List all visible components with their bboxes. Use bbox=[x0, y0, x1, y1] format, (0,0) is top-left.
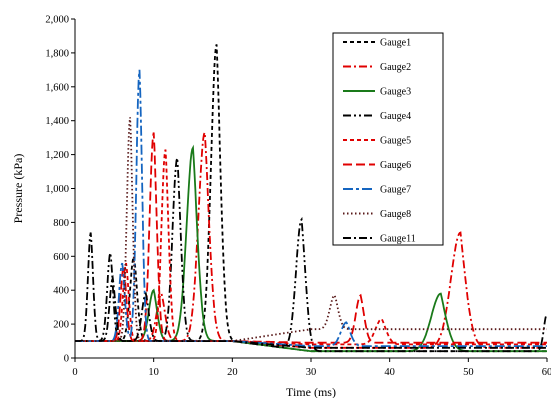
series-layer bbox=[75, 44, 548, 353]
series-line-gauge5 bbox=[75, 149, 547, 346]
legend-label-gauge2: Gauge2 bbox=[380, 62, 411, 73]
y-tick-label: 400 bbox=[53, 286, 69, 297]
y-tick-label: 1,400 bbox=[45, 116, 69, 127]
legend: Gauge1 Gauge2 Gauge3 Gauge4 Gauge5 Gauge6 Gaug… bbox=[332, 32, 444, 246]
y-tick-label: 1,600 bbox=[45, 82, 69, 93]
x-tick-label: 0 bbox=[72, 367, 77, 378]
y-tick-label: 200 bbox=[53, 320, 69, 331]
series-line-gauge8 bbox=[75, 117, 547, 342]
x-tick-label: 60 bbox=[542, 367, 551, 378]
axes-layer: 02004006008001,0001,2001,4001,6001,8002,… bbox=[11, 15, 551, 398]
legend-label-gauge3: Gauge3 bbox=[380, 87, 411, 98]
x-tick-label: 50 bbox=[463, 367, 474, 378]
y-tick-label: 0 bbox=[64, 354, 69, 365]
x-axis-title: Time (ms) bbox=[286, 385, 336, 398]
y-tick-label: 1,200 bbox=[45, 150, 69, 161]
x-tick-label: 20 bbox=[227, 367, 238, 378]
y-axis-title: Pressure (kPa) bbox=[11, 154, 25, 224]
series-line-gauge4 bbox=[75, 157, 548, 353]
y-tick-label: 600 bbox=[53, 252, 69, 263]
legend-label-gauge5: Gauge5 bbox=[380, 136, 411, 147]
x-tick-label: 40 bbox=[384, 367, 395, 378]
legend-label-gauge8: Gauge8 bbox=[380, 209, 411, 220]
legend-label-gauge7: Gauge7 bbox=[380, 185, 411, 196]
series-line-gauge6 bbox=[75, 132, 547, 344]
y-tick-label: 2,000 bbox=[45, 15, 69, 26]
legend-label-gauge1: Gauge1 bbox=[380, 38, 411, 49]
legend-label-gauge11: Gauge11 bbox=[380, 234, 416, 245]
series-line-gauge2 bbox=[75, 129, 547, 349]
y-tick-label: 1,000 bbox=[45, 184, 69, 195]
x-tick-label: 10 bbox=[148, 367, 159, 378]
legend-label-gauge4: Gauge4 bbox=[380, 111, 411, 122]
legend-label-gauge6: Gauge6 bbox=[380, 160, 411, 171]
y-tick-label: 800 bbox=[53, 218, 69, 229]
series-line-gauge7 bbox=[75, 69, 547, 347]
y-tick-label: 1,800 bbox=[45, 48, 69, 59]
x-tick-label: 30 bbox=[306, 367, 317, 378]
